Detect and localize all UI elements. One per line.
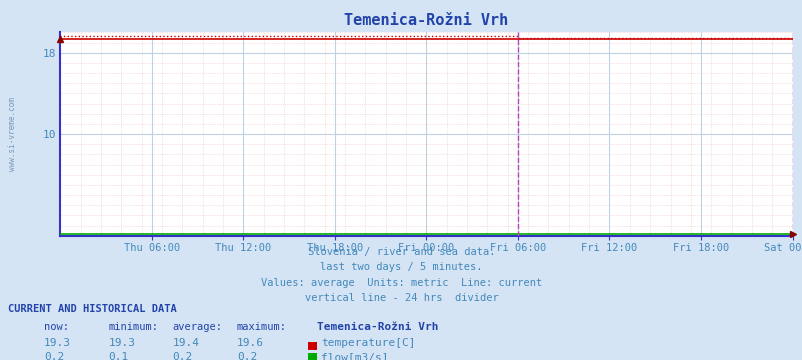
Title: Temenica-Rožni Vrh: Temenica-Rožni Vrh <box>344 13 508 28</box>
Text: 0.1: 0.1 <box>108 352 128 360</box>
Text: maximum:: maximum: <box>237 322 286 332</box>
Text: last two days / 5 minutes.: last two days / 5 minutes. <box>320 262 482 272</box>
Text: 0.2: 0.2 <box>237 352 257 360</box>
Text: vertical line - 24 hrs  divider: vertical line - 24 hrs divider <box>304 293 498 303</box>
Text: flow[m3/s]: flow[m3/s] <box>321 352 388 360</box>
Text: 19.4: 19.4 <box>172 338 200 348</box>
Text: 19.3: 19.3 <box>44 338 71 348</box>
Text: Values: average  Units: metric  Line: current: Values: average Units: metric Line: curr… <box>261 278 541 288</box>
Text: 0.2: 0.2 <box>172 352 192 360</box>
Text: temperature[C]: temperature[C] <box>321 338 415 348</box>
Text: CURRENT AND HISTORICAL DATA: CURRENT AND HISTORICAL DATA <box>8 304 176 314</box>
Text: Temenica-Rožni Vrh: Temenica-Rožni Vrh <box>317 322 438 332</box>
Text: 19.6: 19.6 <box>237 338 264 348</box>
Text: minimum:: minimum: <box>108 322 158 332</box>
Text: average:: average: <box>172 322 222 332</box>
Text: Slovenia / river and sea data.: Slovenia / river and sea data. <box>307 247 495 257</box>
Text: 0.2: 0.2 <box>44 352 64 360</box>
Text: www.si-vreme.com: www.si-vreme.com <box>8 97 17 171</box>
Text: now:: now: <box>44 322 69 332</box>
Text: 19.3: 19.3 <box>108 338 136 348</box>
